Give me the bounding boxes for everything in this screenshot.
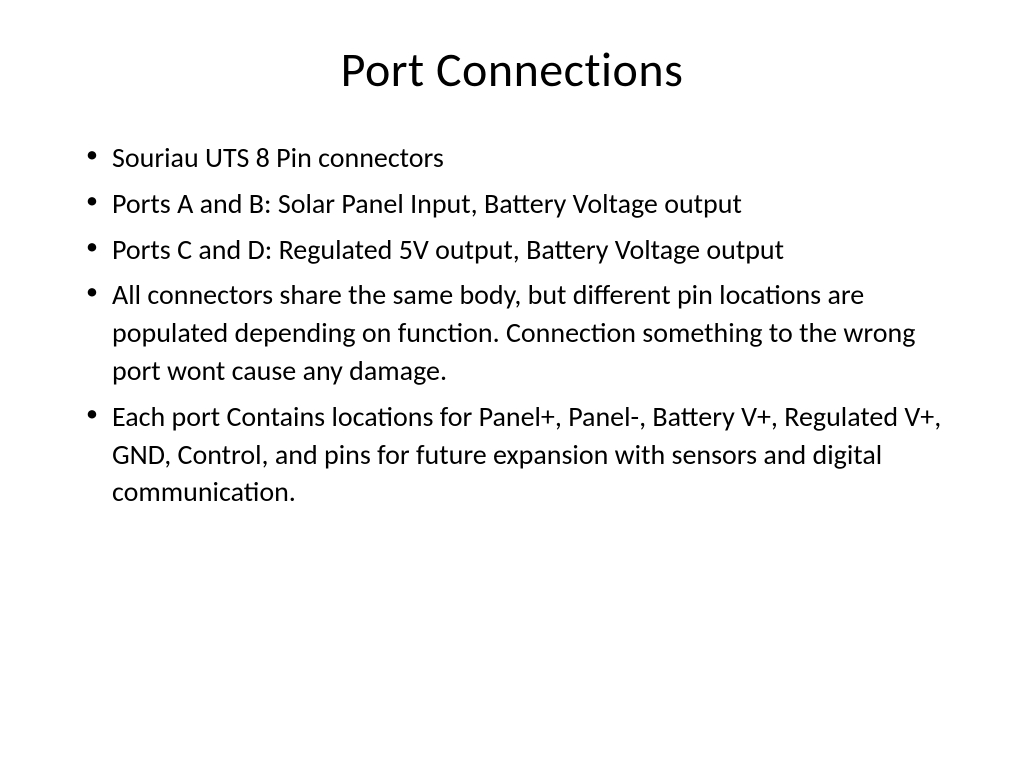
bullet-item: Ports A and B: Solar Panel Input, Batter… [80, 185, 954, 223]
slide-title: Port Connections [70, 40, 954, 99]
slide-content: Souriau UTS 8 Pin connectors Ports A and… [70, 139, 954, 511]
bullet-item: Ports C and D: Regulated 5V output, Batt… [80, 231, 954, 269]
bullet-item: All connectors share the same body, but … [80, 276, 954, 389]
bullet-list: Souriau UTS 8 Pin connectors Ports A and… [80, 139, 954, 511]
bullet-item: Souriau UTS 8 Pin connectors [80, 139, 954, 177]
bullet-item: Each port Contains locations for Panel+,… [80, 398, 954, 511]
slide-container: Port Connections Souriau UTS 8 Pin conne… [0, 0, 1024, 768]
